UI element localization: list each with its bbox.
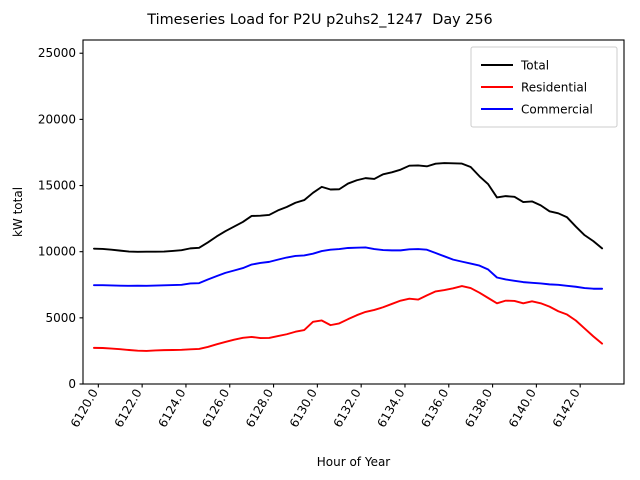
plot-border — [82, 39, 625, 385]
x-tick-label: 6140.0 — [506, 387, 539, 430]
x-tick-label: 6120.0 — [68, 387, 101, 430]
y-tick-label: 5000 — [45, 311, 76, 325]
y-tick-label: 20000 — [38, 112, 76, 126]
x-tick-label: 6138.0 — [462, 387, 495, 430]
x-tick-label: 6136.0 — [418, 387, 451, 430]
legend-label-commercial: Commercial — [521, 103, 593, 117]
x-tick-label: 6124.0 — [155, 387, 188, 430]
x-tick-label: 6130.0 — [287, 387, 320, 430]
x-axis-label: Hour of Year — [317, 455, 391, 469]
x-tick-label: 6128.0 — [243, 387, 276, 430]
series-line-residential — [93, 285, 604, 352]
y-tick-label: 10000 — [38, 245, 76, 259]
page-title: Timeseries Load for P2U p2uhs2_1247 Day … — [147, 12, 493, 28]
y-tick-label: 0 — [68, 377, 76, 391]
series-line-total — [93, 162, 604, 253]
y-tick-label: 15000 — [38, 179, 76, 193]
legend-label-total: Total — [520, 59, 549, 73]
y-axis-label: kW total — [11, 187, 25, 237]
x-tick-label: 6122.0 — [112, 387, 145, 430]
legend-box[interactable] — [470, 46, 618, 128]
series-line-commercial — [93, 246, 604, 290]
y-tick-label: 25000 — [38, 46, 76, 60]
x-tick-label: 6142.0 — [550, 387, 583, 430]
x-tick-label: 6132.0 — [331, 387, 364, 430]
x-tick-label: 6134.0 — [374, 387, 407, 430]
legend-label-residential: Residential — [521, 81, 587, 95]
x-tick-label: 6126.0 — [199, 387, 232, 430]
